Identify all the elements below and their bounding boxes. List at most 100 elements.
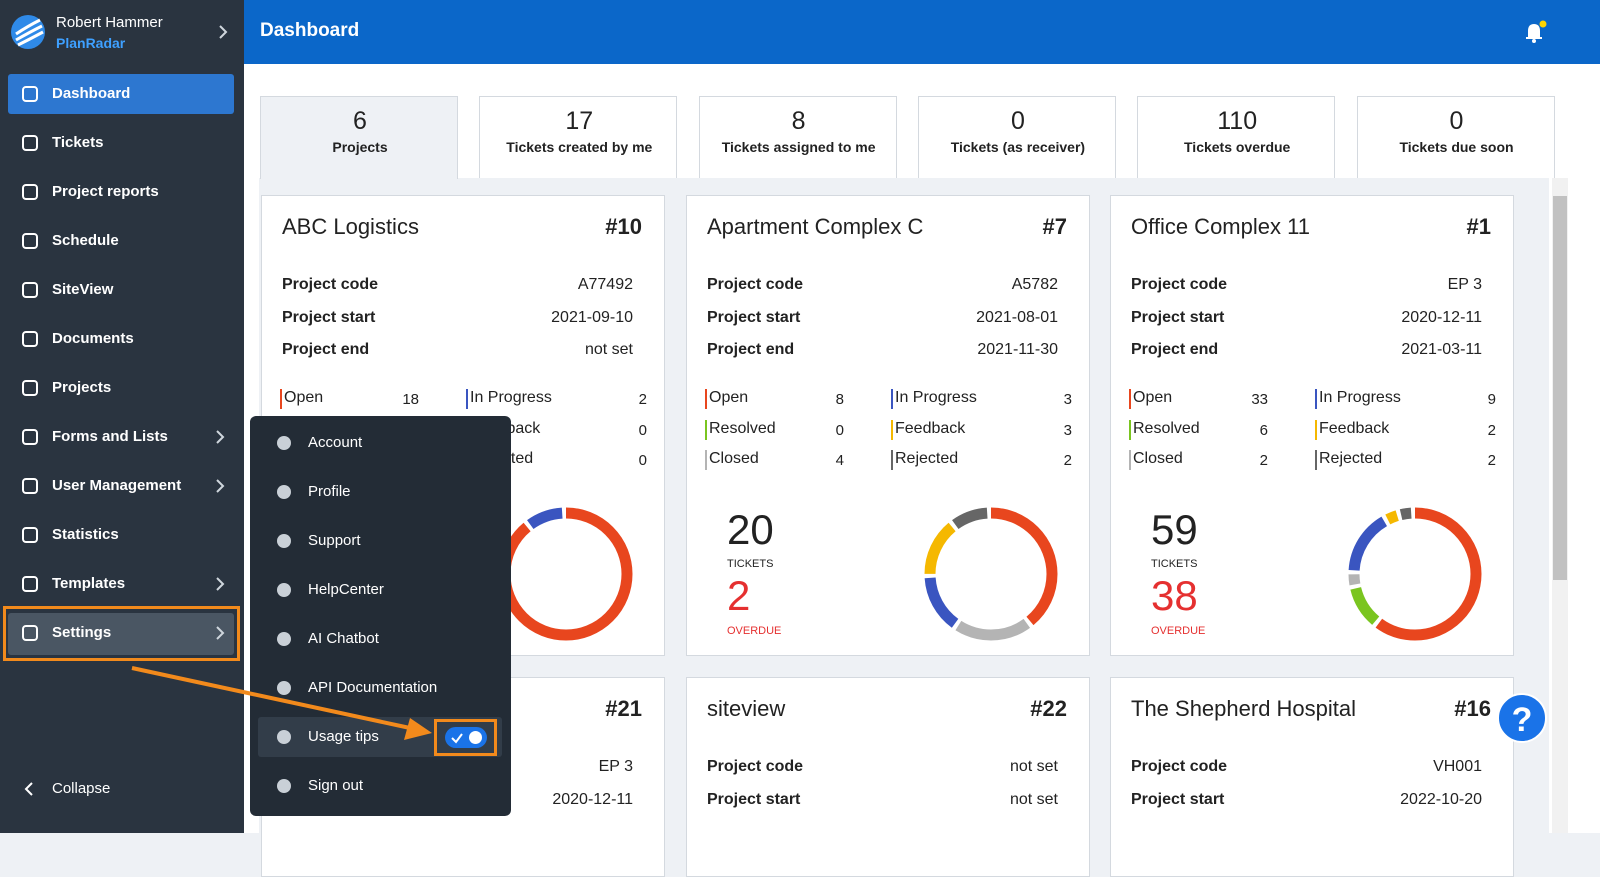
field-label: Project end [282, 341, 370, 358]
overdue-label: OVERDUE [727, 625, 782, 637]
icon-shape [22, 429, 38, 445]
project-card[interactable]: The Shepherd Hospital #16 Project code VH00… [1110, 677, 1514, 877]
status-count: 3 [1063, 421, 1072, 439]
icon-shape [22, 527, 38, 543]
user-name: Robert Hammer [56, 14, 163, 31]
menu-icon [277, 681, 291, 695]
field-value: VH001 [1433, 758, 1482, 775]
field-value: 2021-08-01 [976, 308, 1058, 326]
field-label: Project start [1131, 308, 1225, 326]
status-label: In Progress [1319, 389, 1401, 406]
status-count: 0 [638, 452, 647, 470]
nav-item[interactable]: Tickets [52, 134, 104, 151]
icon-shape [277, 779, 291, 793]
donut-segment [1348, 507, 1482, 641]
project-card[interactable]: siteview #22 Project code not set Project st… [686, 677, 1090, 877]
nav-chevron[interactable] [213, 576, 227, 592]
menu-item[interactable]: AI Chatbot [308, 630, 379, 647]
nav-item[interactable]: Settings [52, 624, 112, 641]
status-count: 2 [1063, 452, 1072, 470]
nav-item[interactable]: Project reports [52, 183, 159, 200]
stat-tab[interactable]: 110 Tickets overdue [1137, 96, 1336, 178]
status-count: 2 [1259, 452, 1268, 470]
menu-item[interactable]: Profile [308, 483, 351, 500]
nav-icon [22, 429, 38, 445]
nav-icon [22, 135, 38, 151]
status-bar [1315, 450, 1317, 471]
project-card[interactable]: Office Complex 11 #1 Project code EP 3 Proje… [1110, 195, 1514, 656]
status-bar [1315, 419, 1317, 440]
tickets-label: TICKETS [1151, 558, 1198, 570]
status-label: In Progress [470, 389, 552, 406]
nav-chevron[interactable] [213, 429, 227, 445]
status-bar [891, 419, 893, 440]
menu-item[interactable]: Account [308, 434, 363, 451]
nav-chevron[interactable] [213, 625, 227, 641]
nav-icon [22, 380, 38, 396]
menu-item[interactable]: API Documentation [308, 679, 438, 696]
nav-icon [22, 527, 38, 543]
status-count: 0 [835, 421, 844, 439]
menu-item[interactable]: Sign out [308, 777, 364, 794]
stat-value: 110 [1217, 107, 1258, 135]
stat-tab[interactable]: 6 Projects [260, 96, 458, 179]
nav-icon [22, 86, 38, 102]
nav-item[interactable]: User Management [52, 477, 182, 494]
chevron [216, 479, 225, 493]
status-count: 18 [402, 391, 419, 408]
usage-tips-toggle[interactable] [445, 727, 487, 748]
field-label: Project code [1131, 276, 1228, 293]
nav-item[interactable]: Statistics [52, 526, 119, 543]
nav-highlight-bg [8, 613, 234, 655]
notification-bell[interactable] [1523, 20, 1549, 44]
stat-tab[interactable]: 0 Tickets (as receiver) [917, 96, 1116, 178]
stat-value: 17 [565, 107, 594, 135]
project-card[interactable]: Apartment Complex C #7 Project code A5782 Pr… [686, 195, 1090, 656]
nav-item[interactable]: Schedule [52, 232, 119, 249]
nav-icon [22, 576, 38, 592]
status-count: 4 [835, 452, 844, 470]
company-name: PlanRadar [56, 35, 126, 51]
nav-item[interactable]: Forms and Lists [52, 428, 168, 445]
stat-label: Tickets (as receiver) [950, 139, 1086, 155]
project-name: Apartment Complex C [707, 214, 924, 239]
project-id: #10 [605, 214, 642, 239]
donut-segment [499, 507, 633, 641]
status-label: Feedback [895, 419, 966, 437]
menu-item[interactable]: HelpCenter [308, 581, 384, 598]
nav-icon [22, 625, 38, 641]
field-label: Project start [707, 790, 801, 808]
status-count: 2 [1487, 421, 1496, 439]
project-id: #22 [1030, 696, 1067, 721]
field-label: Project end [707, 341, 795, 358]
chevron [216, 430, 225, 444]
project-name: The Shepherd Hospital [1131, 696, 1357, 721]
nav-item[interactable]: Documents [52, 330, 134, 347]
stat-value: 6 [353, 107, 367, 135]
settings-menu: Account Profile Support HelpCenter AI Chatbo… [250, 416, 511, 816]
nav-item[interactable]: Dashboard [52, 85, 131, 102]
collapse-icon[interactable] [22, 781, 36, 797]
check [451, 733, 463, 744]
stat-tab[interactable]: 17 Tickets created by me [479, 96, 678, 178]
status-bar [280, 389, 282, 409]
icon-shape [22, 135, 38, 151]
scroll-thumb[interactable] [1553, 196, 1567, 580]
nav-item[interactable]: Templates [52, 575, 126, 592]
field-value: not set [584, 341, 633, 358]
nav-chevron[interactable] [213, 478, 227, 494]
menu-icon [277, 779, 291, 793]
menu-item[interactable]: Usage tips [308, 728, 379, 745]
user-chevron[interactable] [216, 24, 230, 40]
field-value: 2020-12-11 [552, 790, 633, 808]
scrollbar[interactable] [1552, 178, 1568, 833]
stat-tab[interactable]: 0 Tickets due soon [1356, 96, 1555, 178]
nav-item[interactable]: Projects [52, 379, 112, 396]
menu-item[interactable]: Support [308, 532, 361, 549]
stat-tab[interactable]: 8 Tickets assigned to me [698, 96, 897, 178]
collapse[interactable]: Collapse [52, 780, 111, 797]
nav-item[interactable]: SiteView [52, 281, 114, 298]
status-label: Closed [1133, 450, 1183, 468]
help-button[interactable]: ? [1497, 693, 1547, 743]
